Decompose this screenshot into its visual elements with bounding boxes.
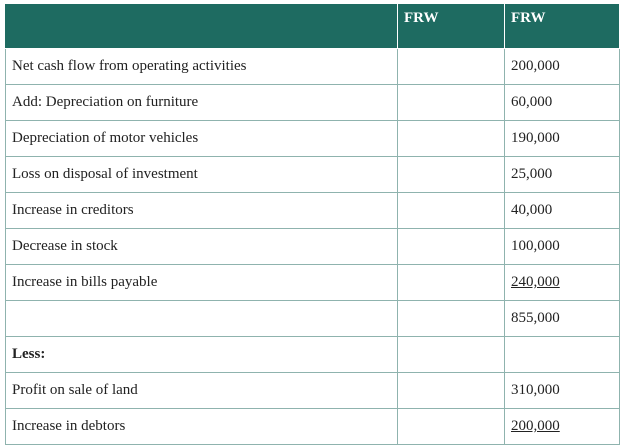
row-amount: 855,000 bbox=[511, 310, 560, 326]
table-header: FRW FRW bbox=[5, 3, 620, 49]
page: FRW FRW Net cash flow from operating act… bbox=[5, 3, 620, 445]
table-row: Net cash flow from operating activities 2… bbox=[5, 48, 620, 85]
label-cell: Add: Depreciation on furniture bbox=[5, 84, 398, 121]
row-amount: 240,000 bbox=[511, 274, 560, 290]
row-label: Increase in bills payable bbox=[12, 274, 158, 290]
amount-cell: 310,000 bbox=[504, 372, 620, 409]
row-label: Loss on disposal of investment bbox=[12, 166, 198, 182]
amount-cell: 190,000 bbox=[504, 120, 620, 157]
row-amount: 25,000 bbox=[511, 166, 553, 182]
amount-cell: 25,000 bbox=[504, 156, 620, 193]
amount-cell: 240,000 bbox=[504, 264, 620, 301]
header-row: FRW FRW bbox=[5, 3, 620, 49]
label-cell: Increase in debtors bbox=[5, 408, 398, 445]
table-row: Depreciation of motor vehicles 190,000 bbox=[5, 120, 620, 157]
header-cell: FRW bbox=[397, 3, 505, 49]
row-label: Net cash flow from operating activities bbox=[12, 58, 247, 74]
amount-cell: 855,000 bbox=[504, 300, 620, 337]
amount-cell: 60,000 bbox=[504, 84, 620, 121]
empty-cell bbox=[397, 228, 505, 265]
amount-cell: 100,000 bbox=[504, 228, 620, 265]
row-label: Increase in debtors bbox=[12, 418, 126, 434]
row-amount: 310,000 bbox=[511, 382, 560, 398]
table-row: Add: Depreciation on furniture 60,000 bbox=[5, 84, 620, 121]
empty-cell bbox=[397, 84, 505, 121]
table-row: Increase in creditors 40,000 bbox=[5, 192, 620, 229]
empty-cell bbox=[397, 264, 505, 301]
empty-cell bbox=[397, 372, 505, 409]
empty-cell bbox=[397, 192, 505, 229]
table-row: Loss on disposal of investment 25,000 bbox=[5, 156, 620, 193]
row-label: Less: bbox=[12, 346, 46, 362]
row-amount: 40,000 bbox=[511, 202, 553, 218]
table-row: Decrease in stock 100,000 bbox=[5, 228, 620, 265]
empty-cell bbox=[397, 120, 505, 157]
row-amount: 60,000 bbox=[511, 94, 553, 110]
label-cell: Net cash flow from operating activities bbox=[5, 48, 398, 85]
row-label: Add: Depreciation on furniture bbox=[12, 94, 199, 110]
empty-cell bbox=[397, 408, 505, 445]
amount-cell: 200,000 bbox=[504, 408, 620, 445]
empty-cell bbox=[397, 300, 505, 337]
amount-cell: 200,000 bbox=[504, 48, 620, 85]
label-cell bbox=[5, 300, 398, 337]
cash-flow-table: FRW FRW Net cash flow from operating act… bbox=[5, 3, 620, 445]
table-row: Less: bbox=[5, 336, 620, 373]
label-cell: Profit on sale of land bbox=[5, 372, 398, 409]
label-cell: Increase in creditors bbox=[5, 192, 398, 229]
table-row: Increase in debtors 200,000 bbox=[5, 408, 620, 445]
label-cell: Increase in bills payable bbox=[5, 264, 398, 301]
row-amount: 200,000 bbox=[511, 418, 560, 434]
label-cell: Depreciation of motor vehicles bbox=[5, 120, 398, 157]
amount-cell: 40,000 bbox=[504, 192, 620, 229]
row-amount: 190,000 bbox=[511, 130, 560, 146]
label-cell: Decrease in stock bbox=[5, 228, 398, 265]
empty-cell bbox=[397, 336, 505, 373]
amount-cell bbox=[504, 336, 620, 373]
row-label: Increase in creditors bbox=[12, 202, 134, 218]
row-amount: 100,000 bbox=[511, 238, 560, 254]
row-label: Decrease in stock bbox=[12, 238, 118, 254]
table-row: Increase in bills payable 240,000 bbox=[5, 264, 620, 301]
label-cell: Less: bbox=[5, 336, 398, 373]
row-amount: 200,000 bbox=[511, 58, 560, 74]
empty-cell bbox=[397, 156, 505, 193]
label-cell: Loss on disposal of investment bbox=[5, 156, 398, 193]
row-label: Profit on sale of land bbox=[12, 382, 138, 398]
row-label: Depreciation of motor vehicles bbox=[12, 130, 199, 146]
header-cell bbox=[5, 3, 398, 49]
empty-cell bbox=[397, 48, 505, 85]
table-row: 855,000 bbox=[5, 300, 620, 337]
table-row: Profit on sale of land 310,000 bbox=[5, 372, 620, 409]
table-body: Net cash flow from operating activities 2… bbox=[5, 48, 620, 445]
header-cell: FRW bbox=[504, 3, 620, 49]
